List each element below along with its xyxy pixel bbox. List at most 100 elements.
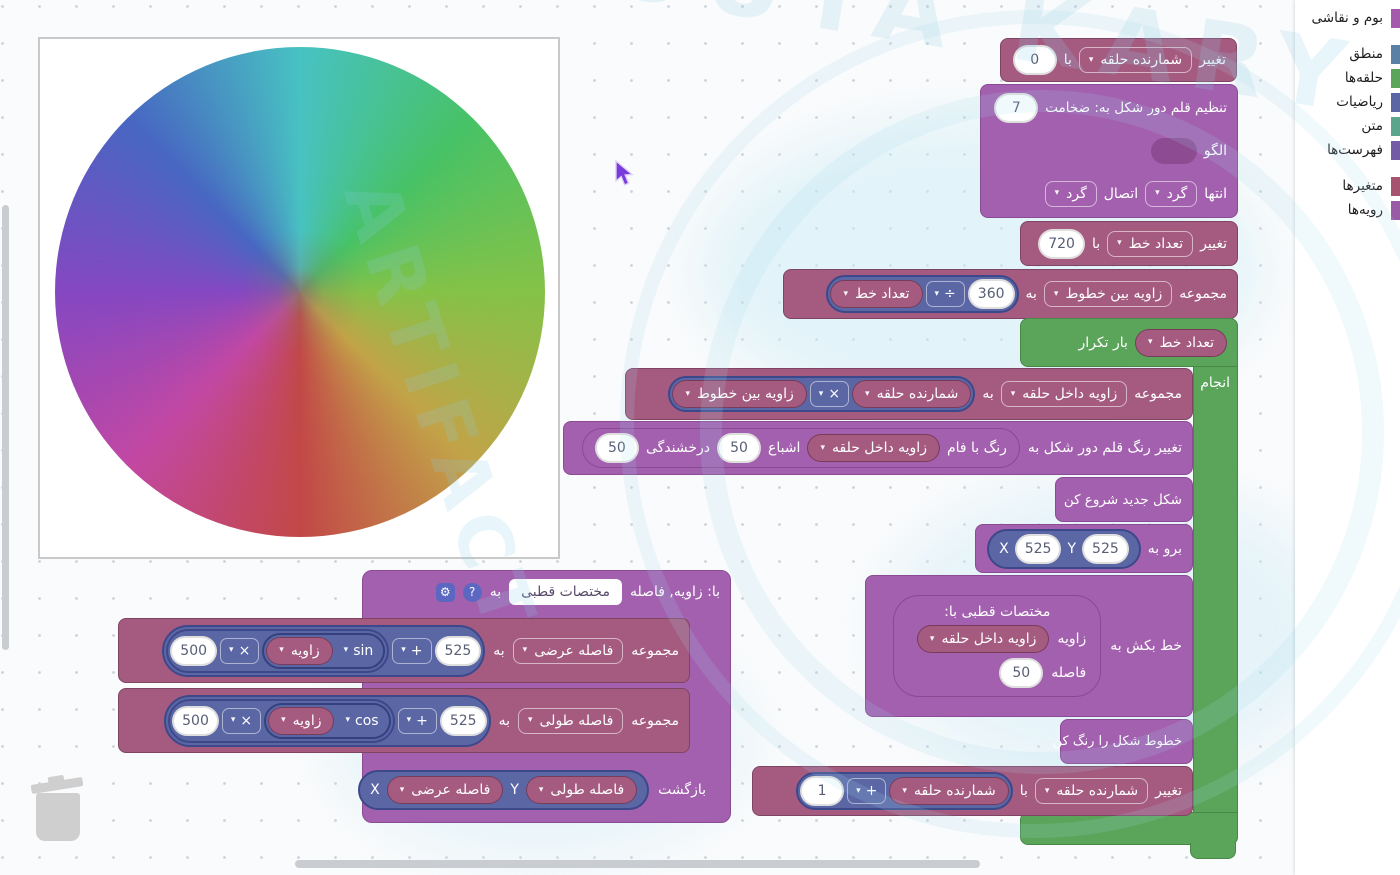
multiplication-expression[interactable]: sin ▾ زاویه ▾ × ▾ 500 [166, 628, 390, 673]
category-item[interactable]: فهرست‌ها [1295, 138, 1400, 162]
division-expression[interactable]: 360 ÷ ▾ تعداد خط ▾ [826, 275, 1019, 313]
chevron-down-icon: ▾ [1054, 188, 1060, 198]
block-draw-line-to[interactable]: خط بکش به مختصات قطبی با: زاویه زاویه دا… [865, 575, 1193, 717]
chevron-down-icon: ▾ [345, 715, 351, 725]
variable-pill[interactable]: تعداد خط ▾ [830, 280, 923, 308]
number-field[interactable]: 0 [1012, 45, 1057, 75]
number-field[interactable]: 525 [434, 635, 482, 666]
gear-icon[interactable]: ⚙ [435, 582, 455, 602]
operator-dropdown[interactable]: + ▾ [397, 707, 437, 734]
operator-dropdown[interactable]: + ▾ [392, 637, 432, 664]
block-increment-loop-counter[interactable]: تغییر شمارنده حلقه ▾ با شمارنده حلقه ▾ + ▾ … [752, 766, 1193, 816]
operator-dropdown[interactable]: × ▾ [220, 637, 260, 664]
variable-pill[interactable]: فاصله طولی ▾ [525, 776, 638, 804]
variable-dropdown[interactable]: فاصله طولی ▾ [517, 707, 624, 734]
category-item[interactable]: رویه‌ها [1295, 198, 1400, 222]
block-change-loop-counter-initial[interactable]: تغییر شمارنده حلقه ▾ با 0 [1000, 38, 1237, 82]
cap-dropdown[interactable]: گرد ▾ [1145, 180, 1198, 207]
y-field[interactable]: 525 [1082, 533, 1129, 564]
variable-pill[interactable]: زاویه ▾ [266, 636, 333, 665]
operator-dropdown[interactable]: + ▾ [847, 778, 887, 804]
addition-expression[interactable]: شمارنده حلقه ▾ + ▾ 1 [796, 772, 1013, 810]
chevron-down-icon: ▾ [865, 388, 870, 399]
thickness-field[interactable]: 7 [994, 92, 1039, 123]
variable-dropdown[interactable]: شمارنده حلقه ▾ [1034, 778, 1149, 804]
category-item[interactable]: منطق [1295, 42, 1400, 66]
number-field[interactable]: 50 [716, 433, 761, 463]
block-set-offset-y[interactable]: مجموعه فاصله طولی ▾ به 525 + ▾ cos ▾ زاویه ▾ [118, 688, 690, 753]
category-item[interactable]: ریاضیات [1295, 90, 1400, 114]
category-item[interactable]: بوم و نقاشی [1295, 6, 1400, 30]
variable-pill[interactable]: زاویه داخل حلقه ▾ [807, 434, 940, 462]
block-set-offset-x[interactable]: مجموعه فاصله عرضی ▾ به 525 + ▾ sin ▾ زاویه ▾ [118, 618, 690, 683]
variable-dropdown[interactable]: زاویه بین خطوط ▾ [1043, 281, 1173, 307]
trig-dropdown[interactable]: sin ▾ [335, 638, 382, 663]
number-field[interactable]: 1 [800, 776, 845, 806]
vertical-scrollbar[interactable] [2, 205, 9, 650]
number-field[interactable]: 360 [967, 279, 1015, 309]
operator-dropdown[interactable]: × ▾ [221, 707, 262, 734]
block-repeat-header[interactable]: تعداد خط ▾ بار تکرار [1020, 318, 1238, 367]
block-repeat-rail[interactable]: انجام [1193, 318, 1238, 845]
variable-dropdown[interactable]: شمارنده حلقه ▾ [1078, 47, 1193, 73]
category-item[interactable]: متغیرها [1295, 174, 1400, 198]
block-procedure-return[interactable]: بازگشت X فاصله عرضی ▾ Y فاصله طولی ▾ [358, 762, 706, 818]
point-xy-block[interactable]: X فاصله عرضی ▾ Y فاصله طولی ▾ [358, 770, 650, 810]
variable-pill[interactable]: شمارنده حلقه ▾ [852, 380, 972, 408]
variable-pill[interactable]: زاویه بین خطوط ▾ [672, 380, 807, 408]
variable-dropdown[interactable]: زاویه داخل حلقه ▾ [1000, 381, 1128, 407]
block-start-new-shape[interactable]: شکل جدید شروع کن [1055, 477, 1193, 522]
variable-dropdown[interactable]: تعداد خط ▾ [1107, 230, 1194, 257]
block-set-angle-in-loop[interactable]: مجموعه زاویه داخل حلقه ▾ به شمارنده حلقه ▾… [625, 368, 1193, 420]
sin-expression[interactable]: sin ▾ زاویه ▾ [262, 632, 386, 669]
multiplication-expression[interactable]: شمارنده حلقه ▾ × ▾ زاویه بین خطوط ▾ [668, 376, 976, 412]
repeat-times-variable[interactable]: تعداد خط ▾ [1134, 328, 1227, 357]
block-set-pen-color[interactable]: تغییر رنگ قلم دور شکل به رنگ با فام زاوی… [563, 421, 1193, 475]
category-label: رویه‌ها [1347, 202, 1383, 218]
help-icon[interactable]: ? [462, 582, 482, 602]
addition-expression[interactable]: 525 + ▾ cos ▾ زاویه ▾ × ▾ [164, 694, 491, 747]
block-set-angle-between-lines[interactable]: مجموعه زاویه بین خطوط ▾ به 360 ÷ ▾ تعداد خ… [783, 269, 1238, 319]
variable-pill[interactable]: زاویه ▾ [268, 706, 335, 735]
chevron-down-icon: ▾ [1088, 54, 1094, 65]
multiplication-expression[interactable]: cos ▾ زاویه ▾ × ▾ 500 [168, 698, 395, 743]
variable-dropdown[interactable]: فاصله عرضی ▾ [512, 637, 624, 664]
addition-expression[interactable]: 525 + ▾ sin ▾ زاویه ▾ × ▾ [162, 624, 486, 677]
block-paint-lines[interactable]: خطوط شکل را رنگ کن [1053, 719, 1193, 764]
horizontal-scrollbar[interactable] [295, 860, 980, 868]
operator-dropdown[interactable]: × ▾ [809, 381, 850, 407]
number-field[interactable]: 50 [999, 658, 1044, 688]
cos-expression[interactable]: cos ▾ زاویه ▾ [264, 702, 391, 739]
x-field[interactable]: 525 [1014, 533, 1062, 564]
pattern-swatch[interactable] [1150, 138, 1197, 164]
category-item[interactable]: متن [1295, 114, 1400, 138]
number-field[interactable]: 50 [594, 433, 639, 463]
number-field[interactable]: 525 [439, 705, 487, 736]
category-item[interactable]: حلقه‌ها [1295, 66, 1400, 90]
block-change-line-count[interactable]: تغییر تعداد خط ▾ با 720 [1020, 221, 1238, 266]
operator-dropdown[interactable]: ÷ ▾ [925, 281, 965, 307]
hsv-color-block[interactable]: رنگ با فام زاویه داخل حلقه ▾ اشباع 50 درخ… [581, 428, 1020, 468]
return-label: بازگشت [658, 782, 706, 798]
trig-dropdown[interactable]: cos ▾ [337, 708, 387, 733]
by-label: با [1091, 235, 1101, 252]
join-label: اتصال [1103, 185, 1139, 202]
chevron-down-icon: ▾ [843, 288, 848, 299]
point-xy-block[interactable]: X 525 Y 525 [987, 528, 1141, 569]
block-pen-setup[interactable]: تنظیم قلم دور شکل به: ضخامت 7 الگو انتها… [980, 84, 1238, 218]
number-field[interactable]: 500 [170, 635, 218, 666]
variable-pill[interactable]: شمارنده حلقه ▾ [889, 777, 1009, 805]
trash-icon[interactable] [36, 793, 80, 841]
polar-call-block[interactable]: مختصات قطبی با: زاویه زاویه داخل حلقه ▾ ف… [893, 595, 1102, 697]
block-go-to[interactable]: برو به X 525 Y 525 [975, 524, 1193, 573]
variable-pill[interactable]: فاصله عرضی ▾ [386, 776, 504, 804]
block-repeat-bottom[interactable] [1020, 812, 1238, 845]
chevron-down-icon: ▾ [401, 645, 406, 655]
proc-name-field[interactable]: مختصات قطبی [509, 579, 622, 605]
chevron-down-icon: ▾ [856, 785, 861, 796]
variable-pill[interactable]: زاویه داخل حلقه ▾ [916, 625, 1050, 653]
join-dropdown[interactable]: گرد ▾ [1044, 180, 1097, 207]
number-field[interactable]: 720 [1038, 228, 1085, 259]
number-field[interactable]: 500 [172, 705, 219, 736]
color-wheel-drawing [55, 47, 545, 537]
